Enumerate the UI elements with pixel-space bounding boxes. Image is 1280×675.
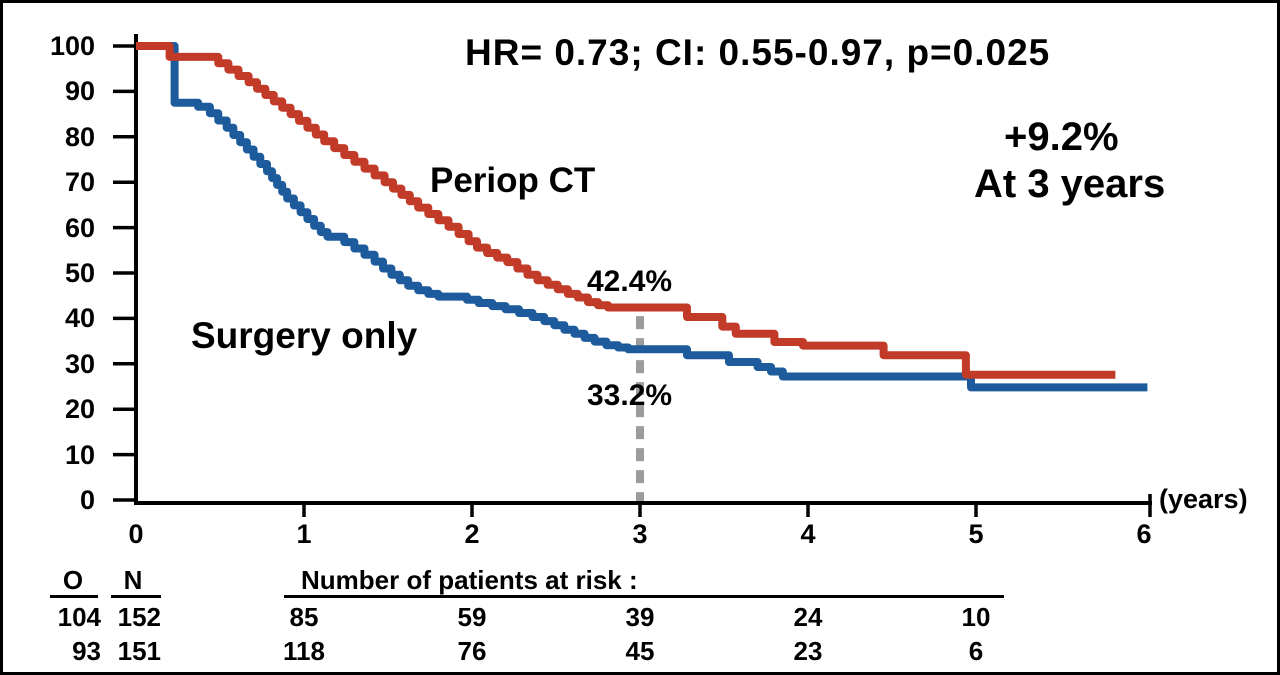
- benefit-percent-text: +9.2%: [1004, 115, 1119, 159]
- risk-count-value: 85: [289, 602, 319, 632]
- y-tick-label: 90: [64, 76, 95, 107]
- x-tick-label: 2: [464, 519, 480, 549]
- km-curve-periop-ct: [136, 42, 1116, 379]
- y-tick-label: 40: [64, 303, 95, 334]
- x-tick-label: 0: [128, 519, 144, 549]
- y-tick-label: 10: [64, 439, 95, 470]
- risk-count-value: 10: [961, 602, 991, 632]
- y-tick-label: 30: [64, 348, 95, 379]
- x-tick-label: 5: [968, 519, 984, 549]
- risk-col-n-header: N: [123, 565, 143, 595]
- y-tick-label: 0: [79, 485, 95, 515]
- y-tick-label: 100: [49, 31, 95, 61]
- risk-row-n-value: 151: [117, 636, 161, 666]
- hazard-ratio-stats-text: HR= 0.73; CI: 0.55-0.97, p=0.025: [465, 32, 1051, 73]
- risk-count-value: 24: [793, 602, 823, 632]
- n-header-underline: [111, 595, 161, 598]
- risk-count-value: 6: [968, 636, 984, 666]
- x-tick-label: 1: [296, 519, 312, 549]
- y-tick-label: 20: [64, 394, 95, 425]
- risk-count-value: 45: [625, 636, 655, 666]
- risk-row-o-value: 104: [57, 602, 101, 632]
- risk-count-value: 59: [457, 602, 487, 632]
- y-tick-label: 80: [64, 121, 95, 152]
- risk-row-o-value: 93: [72, 636, 101, 666]
- surgery-only-curve-label: Surgery only: [191, 315, 418, 356]
- risk-count-value: 23: [793, 636, 823, 666]
- y-tick-label: 50: [64, 258, 95, 288]
- x-tick-label: 4: [800, 519, 816, 549]
- o-header-underline: [50, 595, 98, 598]
- risk-col-o-header: O: [62, 565, 84, 595]
- km-chart-canvas: [113, 34, 1152, 517]
- risk-table-title: Number of patients at risk :: [301, 565, 638, 595]
- x-tick-label: 3: [632, 519, 648, 549]
- risk-row-n-value: 152: [117, 602, 161, 632]
- risk-title-underline: [284, 595, 1004, 598]
- risk-count-value: 39: [625, 602, 655, 632]
- risk-count-value: 118: [283, 636, 325, 666]
- y-tick-label: 70: [64, 167, 95, 198]
- periop-ct-curve-label: Periop CT: [430, 161, 596, 200]
- km-curve-surgery-only: [136, 42, 1148, 392]
- x-tick-label: 6: [1136, 519, 1152, 549]
- benefit-timepoint-text: At 3 years: [974, 162, 1166, 206]
- x-axis-unit-label: (years): [1159, 484, 1248, 514]
- risk-count-value: 76: [457, 636, 487, 666]
- surgery-only-3y-value: 33.2%: [587, 379, 673, 412]
- periop-ct-3y-value: 42.4%: [587, 265, 673, 298]
- y-tick-label: 60: [64, 212, 95, 243]
